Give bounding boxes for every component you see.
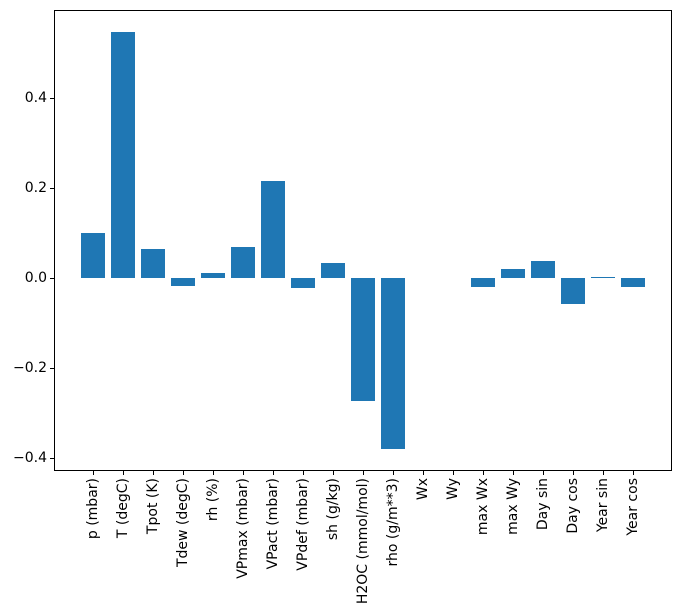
x-axis-tick xyxy=(213,471,214,475)
bar xyxy=(591,276,615,279)
x-axis-tick xyxy=(363,471,364,475)
y-axis-tick xyxy=(50,278,54,280)
y-tick-label: 0.0 xyxy=(24,270,47,287)
bar xyxy=(111,31,135,279)
x-axis-tick xyxy=(453,471,454,475)
x-axis-tick xyxy=(633,471,634,475)
bar xyxy=(531,261,555,279)
x-tick-label: VPmax (mbar) xyxy=(235,478,251,579)
bar xyxy=(201,272,225,279)
x-tick-label: Tpot (K) xyxy=(145,478,161,535)
y-axis-tick xyxy=(50,458,54,460)
y-tick-label: −0.4 xyxy=(13,450,47,467)
bar xyxy=(321,263,345,279)
y-tick-label: 0.4 xyxy=(24,90,47,107)
x-tick-label: sh (g/kg) xyxy=(325,478,341,541)
x-tick-label: max Wx xyxy=(475,478,491,536)
x-tick-label: Wy xyxy=(445,478,461,500)
x-axis-tick xyxy=(393,471,394,475)
bar xyxy=(471,278,495,287)
x-tick-label: T (degC) xyxy=(115,478,131,539)
x-tick-label: p (mbar) xyxy=(85,478,101,540)
x-axis-tick xyxy=(153,471,154,475)
x-axis-tick xyxy=(483,471,484,475)
bar xyxy=(261,180,285,279)
x-axis-tick xyxy=(303,471,304,475)
bar xyxy=(231,247,255,279)
bar xyxy=(351,278,375,402)
bar xyxy=(141,248,165,279)
y-axis-tick xyxy=(50,98,54,100)
y-tick-label: 0.2 xyxy=(24,180,47,197)
x-axis-tick xyxy=(603,471,604,475)
x-tick-label: rho (g/m**3) xyxy=(385,478,401,567)
bar xyxy=(81,233,105,279)
bar xyxy=(291,278,315,289)
y-axis-tick xyxy=(50,188,54,190)
x-tick-label: VPact (mbar) xyxy=(265,478,281,570)
x-tick-label: Day sin xyxy=(535,478,551,531)
x-tick-label: H2OC (mmol/mol) xyxy=(355,478,371,605)
x-tick-label: max Wy xyxy=(505,478,521,535)
x-tick-label: Day cos xyxy=(565,478,581,534)
x-axis-tick xyxy=(543,471,544,475)
bar xyxy=(621,278,645,287)
bar xyxy=(501,269,525,279)
y-axis-tick xyxy=(50,368,54,370)
x-axis-tick xyxy=(183,471,184,475)
x-tick-label: Year sin xyxy=(595,478,611,533)
x-axis-tick xyxy=(93,471,94,475)
bar xyxy=(171,278,195,287)
bar xyxy=(381,278,405,449)
x-tick-label: Tdew (degC) xyxy=(175,478,191,568)
x-tick-label: VPdef (mbar) xyxy=(295,478,311,571)
x-tick-label: rh (%) xyxy=(205,478,221,522)
x-axis-tick xyxy=(513,471,514,475)
x-tick-label: Year cos xyxy=(625,478,641,536)
x-axis-tick xyxy=(273,471,274,475)
bar xyxy=(561,278,585,304)
x-axis-tick xyxy=(123,471,124,475)
x-axis-tick xyxy=(573,471,574,475)
x-axis-tick xyxy=(333,471,334,475)
x-axis-tick xyxy=(423,471,424,475)
x-axis-tick xyxy=(243,471,244,475)
plot-area xyxy=(54,10,672,471)
x-tick-label: Wx xyxy=(415,478,431,501)
y-tick-label: −0.2 xyxy=(13,360,47,377)
